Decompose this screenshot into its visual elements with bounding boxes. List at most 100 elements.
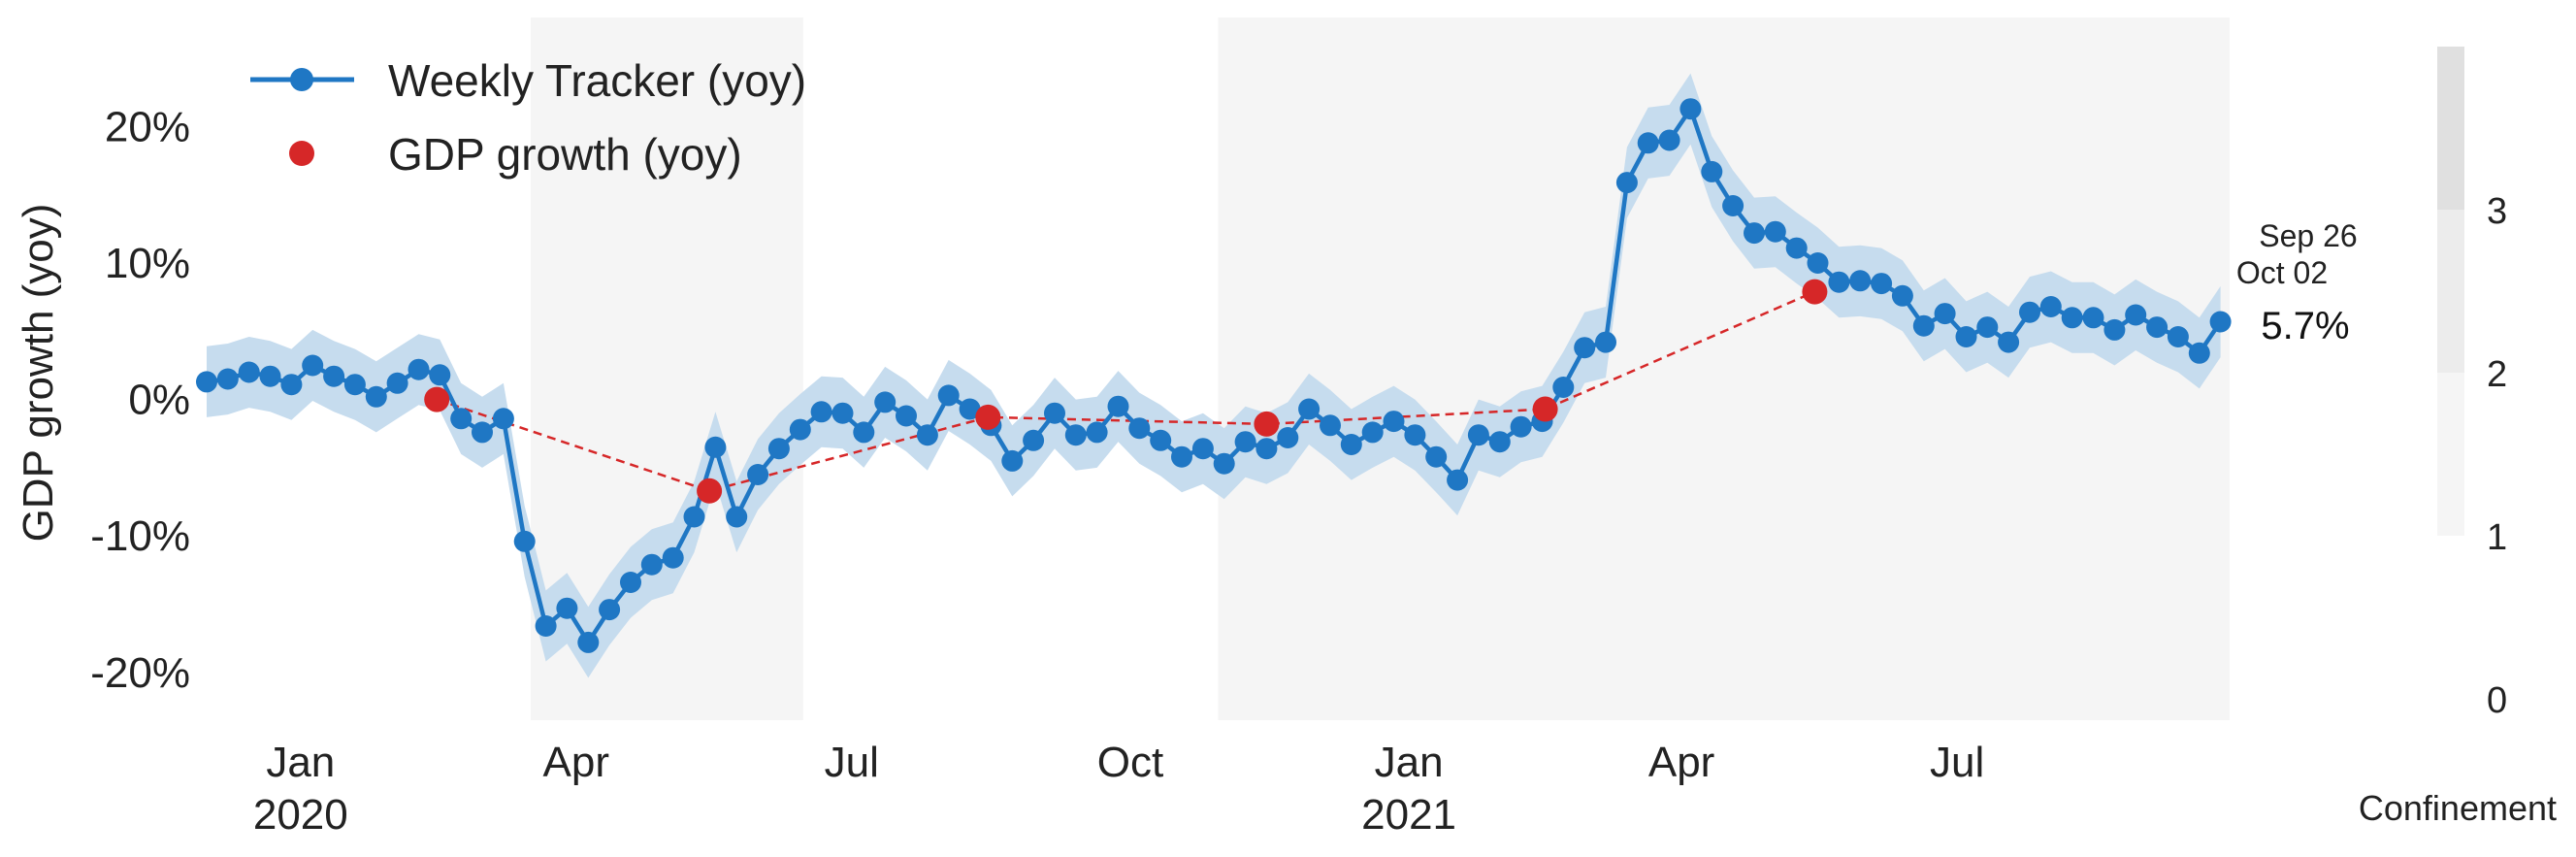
tracker-point-8 [365,385,387,408]
tracker-point-26 [747,464,769,485]
x-tick-label: Apr [1648,739,1714,786]
tracker-point-34 [916,424,938,446]
tracker-point-81 [1912,314,1935,337]
tracker-point-49 [1234,431,1256,453]
tracker-point-80 [1891,284,1913,307]
colorbar-level-1 [2437,373,2464,536]
colorbar-tick-label: 3 [2487,191,2507,232]
tracker-point-12 [450,408,473,430]
latest-value-annotation: Sep 26 Oct 02 5.7% [2236,218,2358,347]
tracker-point-54 [1340,434,1362,455]
tracker-point-60 [1467,424,1489,446]
tracker-point-45 [1150,429,1172,451]
tracker-point-78 [1849,270,1872,292]
legend: Weekly Tracker (yoy) GDP growth (yoy) [250,55,806,180]
x-tick-label: Apr [543,739,609,786]
tracker-point-29 [810,401,832,423]
y-tick-label: -20% [90,649,190,697]
tracker-point-0 [196,371,217,393]
tracker-point-27 [767,438,790,460]
colorbar-label: Confinement [2359,788,2557,828]
x-tick-label: Jul [1930,739,1984,786]
tracker-point-86 [2019,301,2040,323]
tracker-point-10 [408,358,430,380]
colorbar-tick-label: 0 [2487,680,2507,721]
tracker-point-67 [1615,172,1638,194]
gdp-dashed-line [436,290,1815,493]
tracker-point-41 [1064,424,1087,446]
gdp-point-4 [1532,396,1558,422]
tracker-point-75 [1785,237,1808,259]
tracker-point-14 [492,408,514,430]
y-tick-label: 10% [105,240,190,287]
tracker-point-88 [2061,307,2083,329]
x-axis-ticks: Jan 2020 Apr Jul Oct Jan 2021 Apr Jul [253,739,1984,839]
tracker-point-51 [1277,427,1299,448]
tracker-point-40 [1044,402,1065,424]
tracker-point-84 [1976,316,1999,339]
tracker-point-11 [429,364,451,386]
tracker-point-47 [1191,438,1214,460]
tracker-point-87 [2039,296,2062,317]
annotation-date-top: Sep 26 [2259,218,2357,253]
tracker-point-24 [704,436,727,458]
weekly-tracker-series [196,98,2232,653]
tracker-point-62 [1510,415,1532,438]
confinement-period-2 [1218,17,2230,720]
tracker-point-19 [599,599,621,621]
tracker-point-3 [259,365,281,387]
tracker-point-91 [2125,304,2147,326]
tracker-point-30 [831,402,854,424]
legend-gdp-label: GDP growth (yoy) [388,129,742,180]
tracker-point-71 [1701,160,1723,182]
gdp-points-series [424,279,1828,504]
tracker-point-58 [1425,445,1448,468]
tracker-point-70 [1679,98,1702,120]
tracker-point-94 [2188,342,2210,364]
x-tick-year-label: 2021 [1361,791,1456,839]
tracker-point-57 [1404,424,1426,446]
tracker-point-2 [238,361,260,383]
x-tick-year-label: 2020 [253,791,348,839]
y-tick-label: -10% [90,512,190,560]
tracker-point-92 [2146,316,2168,339]
tracker-point-76 [1807,252,1829,274]
tracker-point-39 [1023,429,1045,451]
tracker-point-1 [216,368,239,390]
tracker-point-16 [535,615,557,637]
tracker-point-79 [1871,273,1893,295]
tracker-point-77 [1828,271,1850,293]
y-axis-ticks: 20% 10% 0% -10% -20% [90,104,190,697]
tracker-point-20 [620,572,641,593]
gdp-connector-line [436,290,1815,493]
tracker-point-25 [726,506,748,528]
legend-tracker-marker [290,68,313,91]
tracker-point-85 [1998,331,2020,353]
colorbar-level-3 [2437,47,2464,210]
tracker-point-35 [937,384,960,407]
tracker-point-4 [280,374,303,396]
legend-gdp-marker [289,141,314,166]
tracker-point-38 [1001,449,1024,472]
tracker-point-73 [1744,222,1765,245]
tracker-point-72 [1722,195,1745,216]
tracker-point-44 [1128,417,1151,440]
tracker-point-5 [302,354,324,377]
x-tick-label: Oct [1097,739,1163,786]
tracker-point-9 [386,372,408,394]
tracker-point-15 [513,530,536,552]
tracker-point-21 [640,553,663,576]
tracker-point-89 [2082,307,2104,329]
colorbar-tick-label: 2 [2487,354,2507,395]
tracker-point-90 [2103,318,2126,341]
gdp-point-0 [424,386,450,412]
tracker-point-13 [472,421,493,444]
annotation-date-bottom: Oct 02 [2236,255,2328,290]
tracker-point-66 [1595,331,1616,353]
tracker-point-46 [1171,445,1192,468]
tracker-point-32 [874,391,897,413]
tracker-point-95 [2209,311,2232,333]
tracker-point-61 [1488,431,1511,453]
tracker-point-28 [789,418,811,441]
confinement-shading [530,17,2230,720]
